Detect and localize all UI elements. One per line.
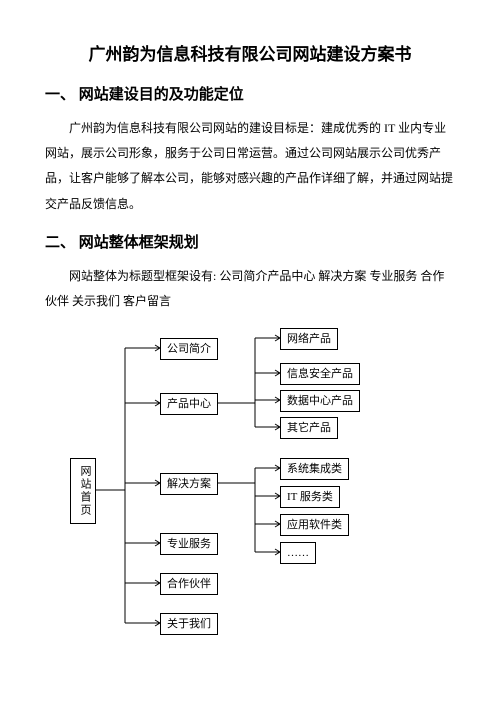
section1-heading: 一、 网站建设目的及功能定位 (45, 83, 455, 104)
section2-body: 网站整体为标题型框架设有: 公司简介产品中心 解决方案 专业服务 合作伙伴 关示… (45, 264, 455, 314)
node-l2a-1: 信息安全产品 (280, 363, 360, 385)
node-l2a-0: 网络产品 (280, 328, 338, 350)
section1-body: 广州韵为信息科技有限公司网站的建设目标是：建成优秀的 IT 业内专业网站，展示公… (45, 116, 455, 217)
node-root: 网站首页 (70, 458, 96, 524)
node-l2a-3: 其它产品 (280, 417, 338, 439)
node-l1-1: 产品中心 (160, 393, 218, 415)
diagram-connectors (70, 328, 430, 638)
node-l2b-1: IT 服务类 (280, 486, 340, 508)
section2-heading: 二、 网站整体框架规划 (45, 231, 455, 252)
node-l2b-3: …… (280, 542, 316, 564)
doc-title: 广州韵为信息科技有限公司网站建设方案书 (45, 40, 455, 65)
node-l2a-2: 数据中心产品 (280, 390, 360, 412)
node-l1-0: 公司简介 (160, 338, 218, 360)
node-l1-3: 专业服务 (160, 533, 218, 555)
node-l1-5: 关于我们 (160, 613, 218, 635)
node-l2b-2: 应用软件类 (280, 514, 349, 536)
node-l1-2: 解决方案 (160, 473, 218, 495)
node-l2b-0: 系统集成类 (280, 458, 349, 480)
node-l1-4: 合作伙伴 (160, 573, 218, 595)
site-structure-diagram: 网站首页 公司简介产品中心解决方案专业服务合作伙伴关于我们 网络产品信息安全产品数据… (70, 328, 430, 638)
